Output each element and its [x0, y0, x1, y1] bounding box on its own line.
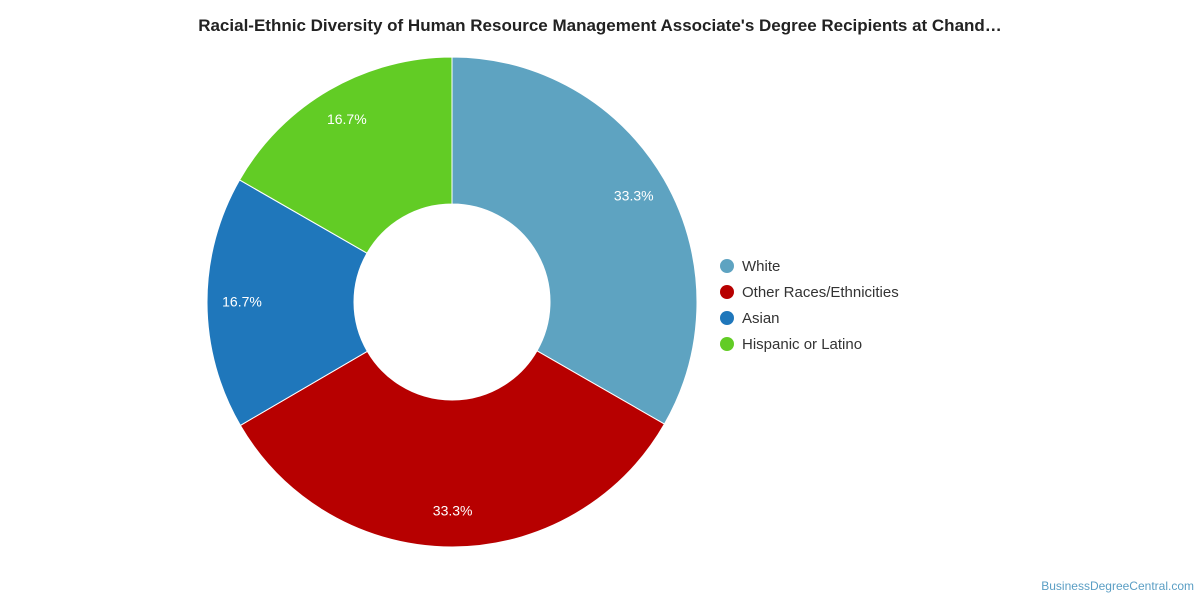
legend-swatch-hispanic-latino [720, 337, 734, 351]
chart-title: Racial-Ethnic Diversity of Human Resourc… [198, 16, 1002, 35]
legend-label-hispanic-latino: Hispanic or Latino [742, 335, 863, 353]
chart-legend: White Other Races/Ethnicities Asian Hisp… [720, 253, 899, 357]
slice-label-hispanic-latino: 16.7% [327, 111, 367, 127]
site-watermark[interactable]: BusinessDegreeCentral.com [1041, 579, 1194, 593]
legend-item-white[interactable]: White [720, 253, 899, 279]
legend-item-hispanic-latino[interactable]: Hispanic or Latino [720, 331, 899, 357]
legend-item-other-races[interactable]: Other Races/Ethnicities [720, 279, 899, 305]
legend-label-other-races: Other Races/Ethnicities [742, 283, 899, 301]
legend-swatch-asian [720, 311, 734, 325]
donut-slice-asian[interactable] [206, 179, 369, 427]
legend-item-asian[interactable]: Asian [720, 305, 899, 331]
slice-label-asian: 16.7% [222, 293, 262, 309]
legend-label-white: White [742, 257, 781, 275]
donut-slices [206, 56, 698, 548]
donut-slice-other-races[interactable] [239, 350, 666, 548]
legend-swatch-other-races [720, 285, 734, 299]
donut-slice-white[interactable] [451, 56, 698, 425]
legend-swatch-white [720, 259, 734, 273]
legend-label-asian: Asian [742, 309, 780, 327]
donut-slice-hispanic-latino[interactable] [238, 56, 453, 254]
donut-slice-labels: 33.3% 33.3% 16.7% 16.7% [222, 111, 653, 519]
slice-label-white: 33.3% [614, 188, 654, 204]
slice-label-other-races: 33.3% [433, 503, 473, 519]
